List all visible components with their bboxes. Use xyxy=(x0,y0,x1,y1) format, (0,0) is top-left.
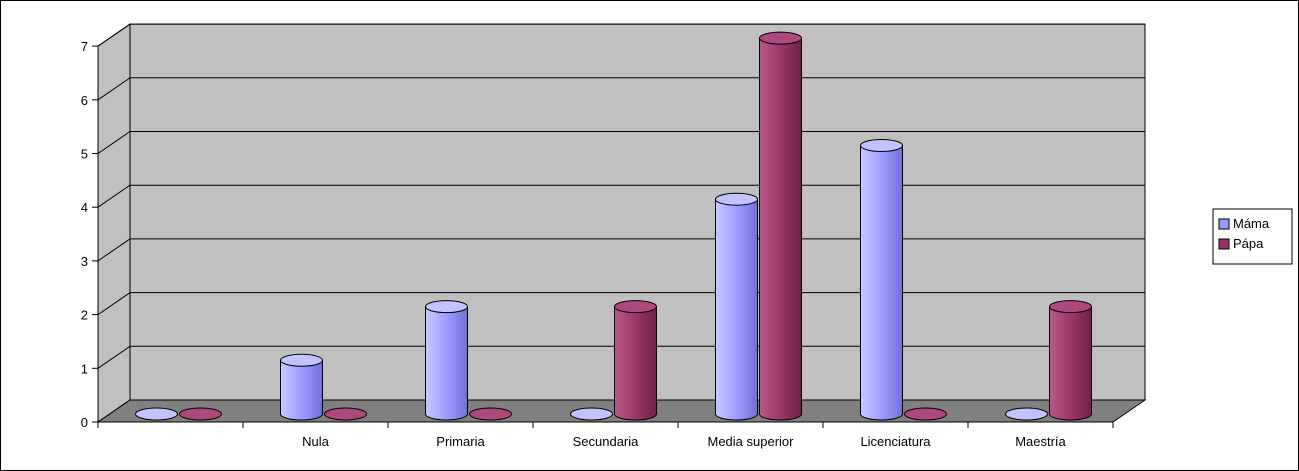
bar-papa xyxy=(759,31,802,421)
bar-body xyxy=(280,359,323,421)
y-tick-label: 6 xyxy=(81,93,88,108)
bar-papa xyxy=(179,407,222,421)
bar-papa xyxy=(1049,300,1092,421)
bar-top xyxy=(904,407,947,421)
y-tick-label: 0 xyxy=(81,415,88,430)
bar-mama xyxy=(715,192,758,421)
bar-top xyxy=(1049,300,1092,314)
bar-papa xyxy=(614,300,657,421)
gridline xyxy=(97,345,1145,369)
legend-swatch xyxy=(1218,218,1230,230)
gridlines xyxy=(97,23,1145,369)
x-tick-label: Maestría xyxy=(1015,434,1066,449)
x-tick-label: Licenciatura xyxy=(860,434,931,449)
x-tick-label: Secundaria xyxy=(573,434,640,449)
bar-body xyxy=(860,145,903,421)
gridline xyxy=(97,77,1145,101)
bar-top xyxy=(280,353,323,367)
y-tick-label: 4 xyxy=(81,200,88,215)
bar-top xyxy=(570,407,613,421)
y-tick-label: 2 xyxy=(81,308,88,323)
bar-top xyxy=(759,31,802,45)
bar-mama xyxy=(135,407,178,421)
gridline xyxy=(97,131,1145,154)
y-tick-label: 1 xyxy=(81,361,88,376)
bar-top xyxy=(1005,407,1048,421)
bar-top xyxy=(860,139,903,152)
legend-label: Pápa xyxy=(1233,236,1264,251)
y-tick-label: 5 xyxy=(81,147,88,162)
y-tick-label: 7 xyxy=(81,39,88,54)
y-tick-label: 3 xyxy=(81,254,88,269)
bar-papa xyxy=(904,407,947,421)
legend-label: Máma xyxy=(1233,216,1270,231)
bar-papa xyxy=(469,407,512,421)
bar-top xyxy=(135,407,178,421)
bar-top xyxy=(179,407,222,421)
legend-box xyxy=(1212,208,1293,265)
bar-top xyxy=(715,192,758,206)
axes xyxy=(92,45,1114,428)
bars xyxy=(135,31,1092,421)
bar-top xyxy=(469,407,512,421)
x-tick-label: Media superior xyxy=(708,434,795,449)
bar-mama xyxy=(280,353,323,421)
axis-labels: 0 1 2 3 4 5 6 7 Nula Primaria Secundaria Media supe… xyxy=(81,39,1067,449)
gridline xyxy=(97,184,1145,208)
bar-body xyxy=(1049,306,1092,421)
gridline xyxy=(97,238,1145,262)
gridline xyxy=(97,292,1145,316)
bar-body xyxy=(715,198,758,421)
bar-body xyxy=(759,37,802,421)
legend: Máma Pápa xyxy=(1212,208,1293,265)
x-tick-label: Primaria xyxy=(436,434,485,449)
bar-mama xyxy=(570,407,613,421)
side-wall xyxy=(97,23,131,423)
gridline xyxy=(97,23,1145,47)
bar-mama xyxy=(1005,407,1048,421)
bar-papa xyxy=(324,407,367,421)
bar-top xyxy=(425,300,468,314)
bar-body xyxy=(614,306,657,421)
bar-body xyxy=(425,306,468,421)
bar-mama xyxy=(860,139,903,421)
bar-mama xyxy=(425,300,468,421)
bar-top xyxy=(324,407,367,421)
x-tick-label: Nula xyxy=(302,434,330,449)
bar-top xyxy=(614,300,657,314)
legend-swatch xyxy=(1218,238,1230,250)
